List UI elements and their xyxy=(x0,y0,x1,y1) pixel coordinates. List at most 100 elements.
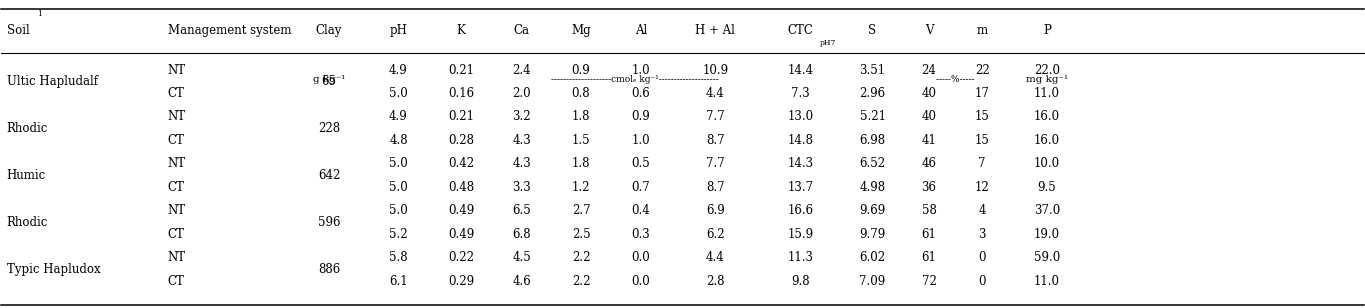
Text: 13.7: 13.7 xyxy=(788,181,814,194)
Text: 0: 0 xyxy=(979,251,986,264)
Text: 9.79: 9.79 xyxy=(860,228,886,241)
Text: 10.0: 10.0 xyxy=(1033,157,1061,170)
Text: 7.3: 7.3 xyxy=(790,87,809,100)
Text: 5.0: 5.0 xyxy=(389,157,408,170)
Text: 0.28: 0.28 xyxy=(448,134,474,147)
Text: 16.6: 16.6 xyxy=(788,204,814,217)
Text: 4.9: 4.9 xyxy=(389,63,408,77)
Text: K: K xyxy=(457,24,465,37)
Text: 40: 40 xyxy=(921,111,936,124)
Text: 0.0: 0.0 xyxy=(632,275,650,288)
Text: 4.9: 4.9 xyxy=(389,111,408,124)
Text: 2.2: 2.2 xyxy=(572,251,590,264)
Text: 0.49: 0.49 xyxy=(448,204,474,217)
Text: 8.7: 8.7 xyxy=(706,181,725,194)
Text: 596: 596 xyxy=(318,216,340,229)
Text: 5.8: 5.8 xyxy=(389,251,408,264)
Text: 1.8: 1.8 xyxy=(572,157,590,170)
Text: 22: 22 xyxy=(975,63,990,77)
Text: 6.98: 6.98 xyxy=(860,134,886,147)
Text: m: m xyxy=(976,24,988,37)
Text: 5.2: 5.2 xyxy=(389,228,408,241)
Text: 7.7: 7.7 xyxy=(706,111,725,124)
Text: 2.8: 2.8 xyxy=(706,275,725,288)
Text: 17: 17 xyxy=(975,87,990,100)
Text: 2.5: 2.5 xyxy=(572,228,590,241)
Text: 0.6: 0.6 xyxy=(632,87,650,100)
Text: 5.0: 5.0 xyxy=(389,181,408,194)
Text: 24: 24 xyxy=(921,63,936,77)
Text: 4.5: 4.5 xyxy=(512,251,531,264)
Text: 3.3: 3.3 xyxy=(512,181,531,194)
Text: Typic Hapludox: Typic Hapludox xyxy=(7,263,101,276)
Text: 61: 61 xyxy=(921,251,936,264)
Text: 6.02: 6.02 xyxy=(860,251,886,264)
Text: mg kg⁻¹: mg kg⁻¹ xyxy=(1026,75,1067,84)
Text: 0.9: 0.9 xyxy=(632,111,650,124)
Text: 0.22: 0.22 xyxy=(448,251,474,264)
Text: 58: 58 xyxy=(921,204,936,217)
Text: 13.0: 13.0 xyxy=(788,111,814,124)
Text: 37.0: 37.0 xyxy=(1033,204,1061,217)
Text: 2.4: 2.4 xyxy=(512,63,531,77)
Text: Rhodic: Rhodic xyxy=(7,216,48,229)
Text: 2.96: 2.96 xyxy=(860,87,886,100)
Text: 8.7: 8.7 xyxy=(706,134,725,147)
Text: 15: 15 xyxy=(975,134,990,147)
Text: pH7: pH7 xyxy=(819,38,835,47)
Text: 16.0: 16.0 xyxy=(1033,134,1061,147)
Text: 6.2: 6.2 xyxy=(706,228,725,241)
Text: 0.49: 0.49 xyxy=(448,228,474,241)
Text: 15.9: 15.9 xyxy=(788,228,814,241)
Text: P: P xyxy=(1043,24,1051,37)
Text: 1: 1 xyxy=(37,10,42,18)
Text: 40: 40 xyxy=(921,87,936,100)
Text: 0.16: 0.16 xyxy=(448,87,474,100)
Text: 6.1: 6.1 xyxy=(389,275,408,288)
Text: 0.5: 0.5 xyxy=(632,157,650,170)
Text: NT: NT xyxy=(168,111,186,124)
Text: 228: 228 xyxy=(318,122,340,135)
Text: 3.2: 3.2 xyxy=(512,111,531,124)
Text: 6.5: 6.5 xyxy=(512,204,531,217)
Text: NT: NT xyxy=(168,157,186,170)
Text: 46: 46 xyxy=(921,157,936,170)
Text: 0.48: 0.48 xyxy=(448,181,474,194)
Text: 3: 3 xyxy=(979,228,986,241)
Text: 10.9: 10.9 xyxy=(702,63,729,77)
Text: 12: 12 xyxy=(975,181,990,194)
Text: Mg: Mg xyxy=(571,24,591,37)
Text: 642: 642 xyxy=(318,169,340,182)
Text: 4.8: 4.8 xyxy=(389,134,408,147)
Text: 0.4: 0.4 xyxy=(632,204,650,217)
Text: NT: NT xyxy=(168,251,186,264)
Text: 1.8: 1.8 xyxy=(572,111,590,124)
Text: 7.09: 7.09 xyxy=(860,275,886,288)
Text: 9.5: 9.5 xyxy=(1037,181,1057,194)
Text: 22.0: 22.0 xyxy=(1033,63,1059,77)
Text: Ca: Ca xyxy=(513,24,530,37)
Text: Ultic Hapludalf: Ultic Hapludalf xyxy=(7,75,98,88)
Text: 9.69: 9.69 xyxy=(860,204,886,217)
Text: 5.0: 5.0 xyxy=(389,87,408,100)
Text: 1.2: 1.2 xyxy=(572,181,590,194)
Text: 1.0: 1.0 xyxy=(632,63,650,77)
Text: 4.3: 4.3 xyxy=(512,157,531,170)
Text: Management system: Management system xyxy=(168,24,291,37)
Text: 72: 72 xyxy=(921,275,936,288)
Text: 5.0: 5.0 xyxy=(389,204,408,217)
Text: 4: 4 xyxy=(979,204,986,217)
Text: 19.0: 19.0 xyxy=(1033,228,1061,241)
Text: 0.3: 0.3 xyxy=(632,228,650,241)
Text: 0.9: 0.9 xyxy=(572,63,591,77)
Text: --------------------cmolₑ kg⁻¹--------------------: --------------------cmolₑ kg⁻¹----------… xyxy=(551,75,719,84)
Text: 61: 61 xyxy=(921,228,936,241)
Text: Humic: Humic xyxy=(7,169,46,182)
Text: 65: 65 xyxy=(322,75,337,88)
Text: 11.3: 11.3 xyxy=(788,251,814,264)
Text: 7: 7 xyxy=(979,157,986,170)
Text: 59.0: 59.0 xyxy=(1033,251,1061,264)
Text: 15: 15 xyxy=(975,111,990,124)
Text: 6.52: 6.52 xyxy=(860,157,886,170)
Text: g kg⁻¹: g kg⁻¹ xyxy=(313,75,345,84)
